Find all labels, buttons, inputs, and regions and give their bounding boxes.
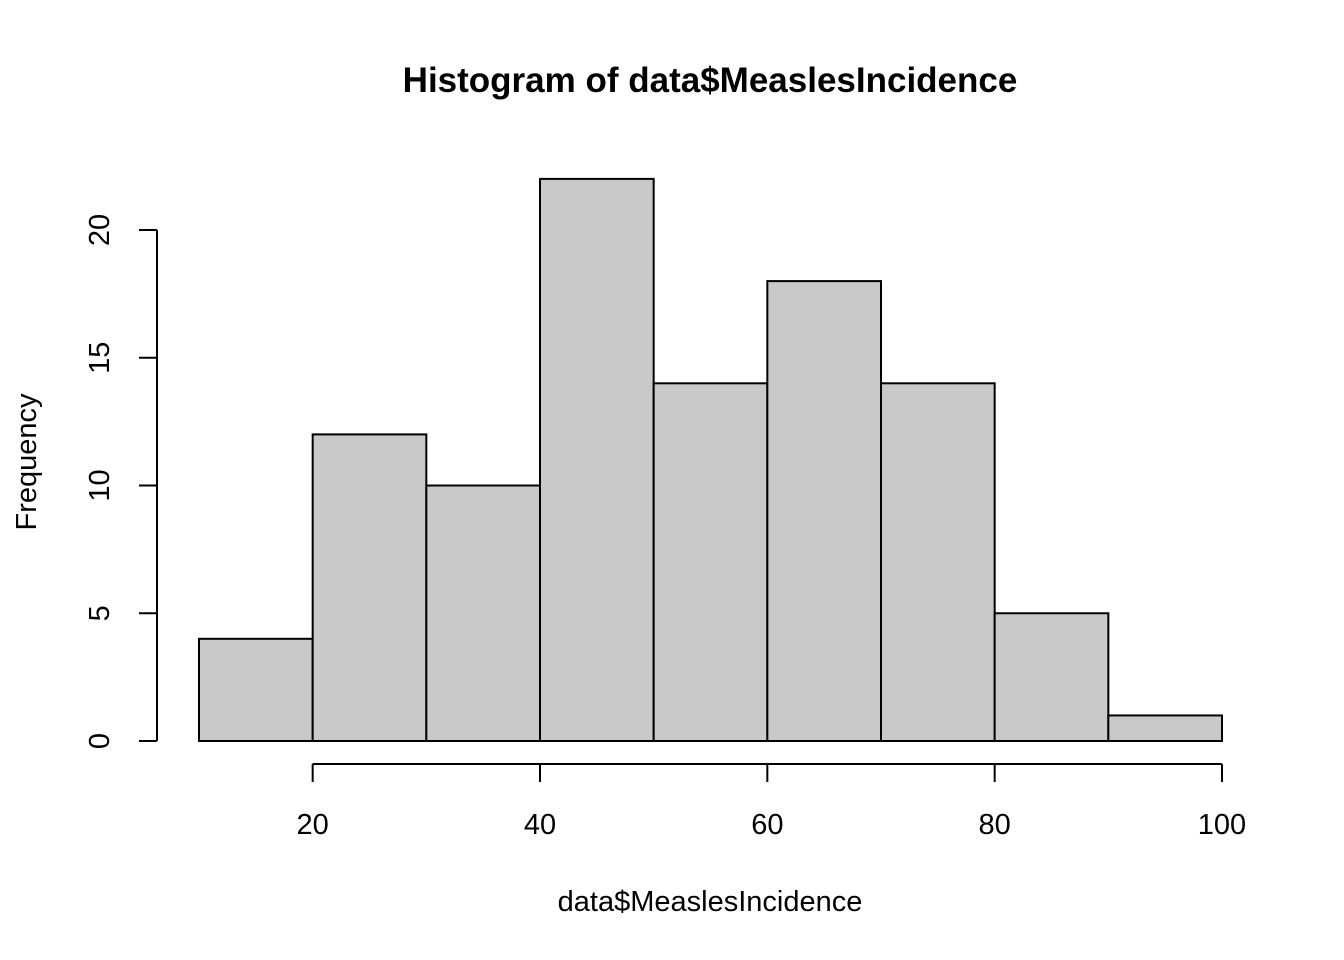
histogram-bar [1107,714,1224,743]
y-tick-label: 15 [84,342,116,374]
histogram-bar [198,637,314,742]
y-tick-label: 10 [84,469,116,501]
x-tick-label: 20 [297,809,329,841]
x-tick-label: 100 [1198,809,1246,841]
x-axis: 20 40 60 80 100 [297,763,1246,841]
y-axis-label: Frequency [11,393,43,531]
bars-group [198,177,1224,743]
y-tick-label: 0 [84,733,116,749]
x-tick-label: 80 [979,809,1011,841]
x-tick-label: 60 [751,809,783,841]
y-axis: 0 5 10 15 20 [84,214,158,749]
histogram-bar [993,612,1110,742]
histogram-bar [766,280,882,742]
y-tick-label: 5 [84,605,116,621]
x-axis-label: data$MeaslesIncidence [558,886,863,918]
histogram-bar [311,433,428,742]
histogram-bar [652,382,769,742]
chart-title: Histogram of data$MeaslesIncidence [403,61,1018,100]
x-tick-label: 40 [524,809,556,841]
histogram-bar [425,484,542,742]
y-tick-label: 20 [84,214,116,246]
histogram-bar [880,382,996,742]
histogram-bar [539,177,655,742]
